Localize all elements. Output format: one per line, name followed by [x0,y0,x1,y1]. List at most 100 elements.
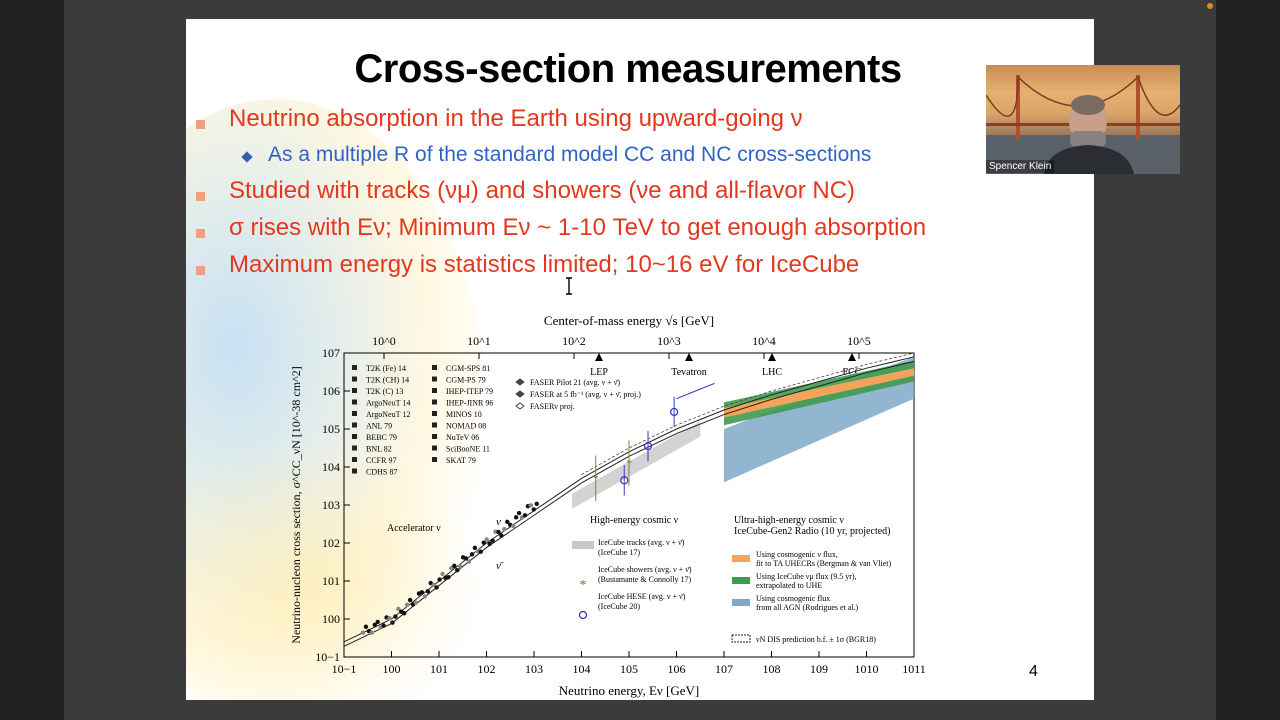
collider-marker [848,353,856,361]
legend-accel-label: IHEP-ITEP 79 [446,387,493,396]
legend-uhe-marker [732,555,750,562]
y-tick-label: 10−1 [315,650,340,664]
collider-marker [768,353,776,361]
x-tick-label: 107 [715,662,733,676]
top-tick-label: 10^4 [752,334,776,348]
legend-accel-label: ArgoNeuT 14 [366,399,410,408]
legend-accel-label: T2K (CH) 14 [366,376,409,385]
legend-he-marker: * [580,578,587,593]
accelerator-data-point [513,515,519,520]
x-axis-label: Neutrino energy, Eν [GeV] [559,683,700,698]
accelerator-data-point [505,519,510,525]
accelerator-data-point [469,552,475,557]
legend-he-marker [578,610,588,620]
accelerator-data-point [363,624,369,629]
x-tick-label: 100 [383,662,401,676]
top-tick-label: 10^3 [657,334,681,348]
legend-accel-marker [352,388,357,393]
legend-uhe-label: from all AGN (Rodrigues et al.) [756,603,859,612]
accelerator-data-point [381,623,386,628]
bullet-2: Studied with tracks (νμ) and showers (νe… [229,177,856,204]
accelerator-data-point [446,575,451,580]
participant-video[interactable]: Spencer Klein [986,65,1180,174]
legend-accel-label: ArgoNeuT 12 [366,410,410,419]
accelerator-data-point [463,556,469,561]
legend-he-label: IceCube HESE (avg. ν + ν̄) [598,592,686,601]
top-tick-label: 10^0 [372,334,396,348]
legend-accel-label: CDHS 87 [366,468,397,477]
legend-faser-marker [515,390,525,398]
legend-accel-marker [352,399,357,405]
curve-label-nubar: ν̄ [496,560,504,572]
legend-he-label: (IceCube 17) [598,548,640,557]
accelerator-data-point [481,540,486,545]
top-tick-label: 10^2 [562,334,586,348]
slide-title: Cross-section measurements [354,47,902,91]
accelerator-data-point [360,630,366,635]
collider-label: LHC [762,367,782,378]
accelerator-data-point [457,563,463,569]
accelerator-data-point [452,563,457,569]
x-tick-label: 108 [763,662,781,676]
legend-dis-marker [731,634,751,643]
legend-accel-marker [352,468,357,474]
x-tick-label: 101 [430,662,448,676]
accelerator-data-point [425,589,430,594]
legend-uhe-label: Using cosmogenic ν flux, [756,550,838,559]
legend-accel-label: ANL 79 [366,422,392,431]
page-number: 4 [1029,663,1038,680]
accelerator-data-point [440,571,445,577]
legend-accel-marker [432,399,437,405]
x-tick-label: 109 [810,662,828,676]
accelerator-data-point [510,523,516,529]
x-tick-label: 106 [668,662,686,676]
left-border [0,0,64,720]
accelerator-data-point [487,541,492,547]
icecube-hese-point [620,476,629,485]
legend-accel-label: BEBC 79 [366,433,397,442]
legend-uhe-label: Using IceCube νμ flux (9.5 yr), [756,572,857,581]
legend-accel-label: SKAT 79 [446,456,476,465]
accelerator-data-point [499,533,504,538]
legend-accel-label: BNL 82 [366,445,392,454]
x-tick-label: 1010 [855,662,879,676]
accelerator-data-point [404,602,410,608]
bullet-marker [196,192,205,201]
top-axis-label: Center-of-mass energy √s [GeV] [544,313,714,328]
legend-he-label: IceCube showers (avg. ν + ν̄) [598,565,692,574]
legend-accel-marker [432,445,437,451]
collider-marker [685,353,693,361]
legend-accel-label: CGM-SPS 81 [446,364,490,373]
accelerator-data-point [396,606,401,612]
legend-dis-label: νN DIS prediction b.f. ± 1σ (BGR18) [756,635,876,644]
legend-accel-marker [352,365,357,370]
accelerator-data-point [402,611,407,616]
legend-uhe-label: extrapolated to UHE [756,581,822,590]
legend-accel-marker [352,411,357,416]
legend-accel-label: CGM-PS 79 [446,376,486,385]
legend-faser-label: FASER Pilot 21 (avg. ν + ν̄) [530,378,620,387]
region-label-gen2: IceCube-Gen2 Radio (10 yr, projected) [734,526,890,537]
icecube-hese-point [669,407,679,417]
accelerator-data-point [466,559,472,564]
top-tick-label: 10^5 [847,334,871,348]
sub-bullet: As a multiple R of the standard model CC… [268,143,872,166]
accelerator-data-point [528,503,534,508]
presentation-slide: Cross-section measurements Neutrino abso… [186,19,1094,700]
accelerator-data-point [393,614,398,619]
accelerator-data-point [472,545,478,551]
region-label-uhe: Ultra-high-energy cosmic ν [734,515,844,526]
bullet-marker [196,120,205,129]
legend-faser-marker [515,378,525,386]
bullet-4: Maximum energy is statistics limited; 10… [229,251,860,278]
accelerator-data-point [455,568,460,573]
y-tick-label: 103 [322,498,340,512]
legend-accel-label: MINOS 10 [446,410,482,419]
bullet-marker [196,229,205,238]
accelerator-data-point [496,529,501,535]
right-border [1216,0,1280,720]
x-tick-label: 102 [478,662,496,676]
status-dot [1207,3,1213,9]
accelerator-data-point [375,619,380,625]
accelerator-data-point [372,622,377,627]
